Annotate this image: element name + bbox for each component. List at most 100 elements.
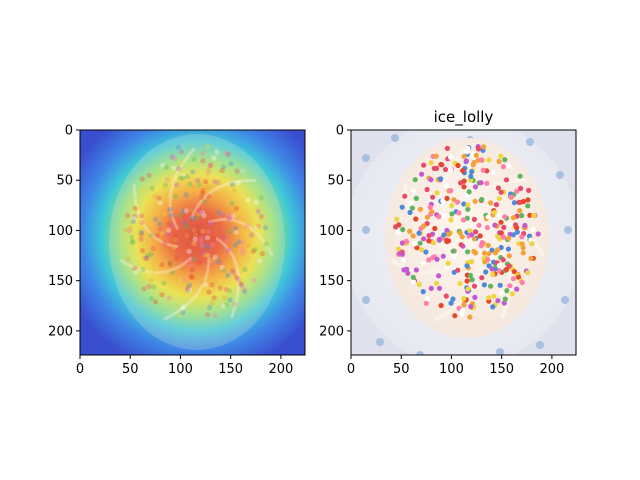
sprinkle <box>255 223 261 229</box>
sprinkle <box>180 175 186 181</box>
frosting-swirl <box>439 147 467 231</box>
right-xtick-label: 150 <box>489 362 514 377</box>
sprinkle <box>450 248 456 254</box>
sprinkle <box>436 236 442 243</box>
sprinkle <box>167 206 173 213</box>
sprinkle <box>522 222 528 229</box>
sprinkle <box>208 162 214 168</box>
sprinkle <box>397 250 403 256</box>
sprinkle <box>132 265 138 271</box>
sprinkle <box>162 240 168 246</box>
sprinkle <box>482 250 488 256</box>
sprinkle <box>242 266 248 272</box>
sprinkle <box>179 149 185 155</box>
sprinkle <box>146 172 152 178</box>
sprinkle <box>485 295 492 301</box>
sprinkle <box>256 258 263 264</box>
sprinkle <box>200 150 206 157</box>
sprinkle <box>226 215 232 222</box>
sprinkle <box>506 253 512 259</box>
sprinkle <box>208 258 214 264</box>
sprinkle <box>416 281 422 287</box>
sprinkle <box>420 260 426 266</box>
sprinkle <box>498 189 504 195</box>
sprinkle <box>495 185 501 191</box>
sprinkle <box>467 314 473 320</box>
sprinkle <box>207 162 213 169</box>
sprinkle <box>129 239 135 245</box>
sprinkle <box>250 232 256 238</box>
sprinkle <box>457 280 463 287</box>
sprinkle <box>140 267 146 273</box>
sprinkle <box>157 274 163 280</box>
sprinkle <box>500 234 506 240</box>
sprinkle <box>223 302 229 308</box>
sprinkle <box>520 245 526 251</box>
sprinkle <box>183 192 189 198</box>
sprinkle <box>185 287 191 293</box>
sprinkle <box>419 171 425 177</box>
sprinkle <box>196 211 202 217</box>
plate-dot <box>536 341 544 349</box>
sprinkle <box>212 313 218 319</box>
sprinkle <box>433 280 439 286</box>
sprinkle <box>161 280 167 286</box>
sprinkle <box>138 213 144 219</box>
sprinkle <box>414 245 420 251</box>
sprinkle <box>465 249 471 255</box>
sprinkle <box>184 224 190 230</box>
plate-dot <box>526 138 534 146</box>
sprinkle <box>259 251 265 257</box>
sprinkle <box>181 220 187 226</box>
sprinkle <box>158 226 164 232</box>
sprinkle <box>156 195 162 201</box>
sprinkle <box>223 286 229 293</box>
frosting-swirl <box>132 183 179 249</box>
sprinkle <box>129 234 135 240</box>
sprinkle <box>123 227 129 233</box>
sprinkle <box>190 169 196 175</box>
sprinkle <box>459 234 465 240</box>
sprinkle <box>240 250 246 256</box>
sprinkle <box>186 250 192 256</box>
sprinkle <box>461 201 467 207</box>
sprinkle <box>513 222 519 228</box>
sprinkle <box>166 231 172 237</box>
sprinkle <box>125 213 131 219</box>
sprinkle <box>162 211 168 217</box>
sprinkle <box>236 239 242 245</box>
left-ytick-label: 200 <box>48 324 73 339</box>
sprinkle <box>188 273 194 279</box>
sprinkle <box>149 185 155 191</box>
sprinkle <box>253 224 259 230</box>
sprinkle <box>464 263 470 269</box>
sprinkle <box>130 218 136 224</box>
sprinkle <box>163 164 169 170</box>
sprinkle <box>490 271 496 277</box>
sprinkle <box>449 211 455 217</box>
left-axes: 0 50 100 150 200 0 50 100 150 200 <box>48 124 306 377</box>
heatmap-image <box>80 130 305 355</box>
sprinkle <box>212 179 218 185</box>
sprinkle <box>416 230 422 236</box>
sprinkle <box>490 169 496 175</box>
sprinkle <box>191 184 197 190</box>
sprinkle <box>245 197 251 203</box>
sprinkle <box>127 225 134 231</box>
sprinkle <box>221 164 227 170</box>
sprinkle <box>446 238 452 244</box>
sprinkle <box>525 270 531 276</box>
sprinkle <box>519 234 525 240</box>
sprinkle <box>495 247 501 253</box>
sprinkle <box>191 256 197 262</box>
sprinkle <box>459 311 465 317</box>
sprinkle <box>514 286 520 292</box>
sprinkle <box>204 312 211 318</box>
sprinkle <box>471 283 478 289</box>
sprinkle <box>231 187 238 193</box>
sprinkle <box>139 188 145 194</box>
left-xtick-label: 200 <box>268 362 293 377</box>
sprinkle <box>526 187 532 193</box>
sprinkle <box>201 213 207 219</box>
